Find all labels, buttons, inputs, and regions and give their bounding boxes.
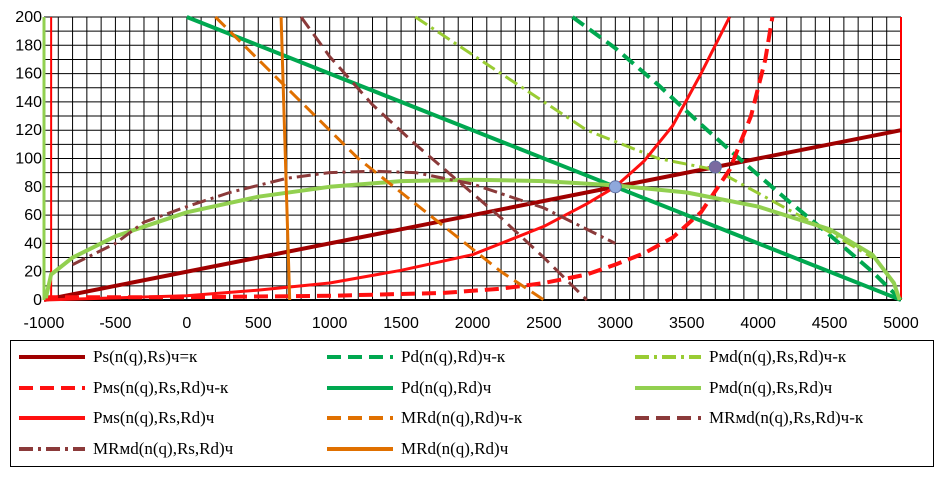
legend-swatch: [19, 385, 85, 390]
y-tick-label: 180: [15, 37, 42, 54]
y-tick-label: 60: [24, 207, 42, 224]
legend-swatch: [19, 416, 85, 420]
x-tick-label: 500: [245, 315, 272, 332]
legend-swatch: [635, 385, 701, 390]
legend-label: Pмd(n(q),Rs,Rd)ч: [709, 377, 833, 397]
legend-label: Pмd(n(q),Rs,Rd)ч-к: [709, 347, 847, 366]
series-line-6: [43, 16, 731, 302]
legend-item: MRмd(n(q),Rs,Rd)ч: [17, 435, 233, 463]
y-tick-label: 120: [15, 122, 42, 139]
legend-label: Ps(n(q),Rs)ч=к: [93, 347, 198, 366]
legend-label: MRмd(n(q),Rs,Rd)ч: [93, 438, 234, 458]
legend-label: MRd(n(q),Rd)ч: [401, 438, 509, 458]
legend-swatch: [327, 355, 393, 359]
y-tick-label: 100: [15, 151, 42, 168]
intersection-point-0: [608, 180, 622, 194]
legend-swatch: [19, 355, 85, 359]
legend-label: MRмd(n(q),Rs,Rd)ч-к: [709, 408, 864, 427]
x-tick-label: 1500: [383, 315, 419, 332]
legend-item: Pd(n(q),Rd)ч-к: [325, 343, 505, 371]
legend-swatch: [19, 446, 85, 451]
legend-item: Pмd(n(q),Rs,Rd)ч-к: [633, 343, 846, 371]
legend-item: MRd(n(q),Rd)ч: [325, 435, 508, 463]
legend-label: Pмs(n(q),Rs,Rd)ч: [93, 408, 215, 427]
legend-item: Pмs(n(q),Rs,Rd)ч-к: [17, 374, 228, 402]
legend-item: Pмd(n(q),Rs,Rd)ч: [633, 374, 832, 402]
x-tick-label: 3000: [598, 315, 634, 332]
y-tick-label: 140: [15, 94, 42, 111]
legend-swatch: [635, 416, 701, 420]
legend-swatch: [327, 416, 393, 420]
legend-label: Pd(n(q),Rd)ч: [401, 377, 492, 397]
x-tick-label: 1000: [312, 315, 348, 332]
series-line-7: [214, 15, 545, 302]
series-line-3: [44, 16, 775, 300]
series-line-5: [43, 177, 902, 301]
legend-swatch: [327, 446, 393, 451]
y-tick-label: 160: [15, 66, 42, 83]
legend-swatch: [327, 385, 393, 390]
legend-item: MRмd(n(q),Rs,Rd)ч-к: [633, 404, 863, 432]
y-tick-label: 200: [15, 9, 42, 26]
x-tick-label: 2000: [455, 315, 491, 332]
x-tick-label: 3500: [669, 315, 705, 332]
series-line-10: [279, 16, 292, 301]
x-tick-label: 2500: [526, 315, 562, 332]
legend-label: Pмs(n(q),Rs,Rd)ч-к: [93, 377, 229, 397]
series-line-4: [186, 15, 902, 302]
y-tick-label: 0: [33, 292, 42, 309]
chart: 0 20 40 60 80 100 120 140 160 180 200 -1000 -500 0 500…: [15, 9, 919, 332]
series-line-8: [299, 16, 588, 302]
y-tick-label: 80: [24, 179, 42, 196]
legend-label: Pd(n(q),Rd)ч-к: [401, 347, 506, 366]
x-tick-label: -1000: [24, 315, 65, 332]
x-tick-label: -500: [99, 315, 131, 332]
series-line-9: [71, 169, 616, 266]
legend-label: MRd(n(q),Rd)ч-к: [401, 408, 523, 427]
x-tick-label: 5000: [883, 315, 919, 332]
x-tick-label: 0: [182, 315, 191, 332]
legend-item: Ps(n(q),Rs)ч=к: [17, 343, 197, 371]
y-tick-label: 40: [24, 235, 42, 252]
legend-item: Pd(n(q),Rd)ч: [325, 374, 491, 402]
intersection-point-1: [708, 160, 722, 174]
series-line-0: [43, 128, 902, 302]
legend-item: MRd(n(q),Rd)ч-к: [325, 404, 522, 432]
x-tick-label: 4000: [740, 315, 776, 332]
legend-item: Pмs(n(q),Rs,Rd)ч: [17, 404, 214, 432]
x-tick-label: 4500: [812, 315, 848, 332]
series-line-1: [571, 15, 903, 302]
y-tick-label: 20: [24, 264, 42, 281]
legend: Ps(n(q),Rs)ч=к Pd(n(q),Rd)ч-к Pмd(n(q),Rs,…: [10, 340, 934, 467]
legend-swatch: [635, 355, 701, 359]
